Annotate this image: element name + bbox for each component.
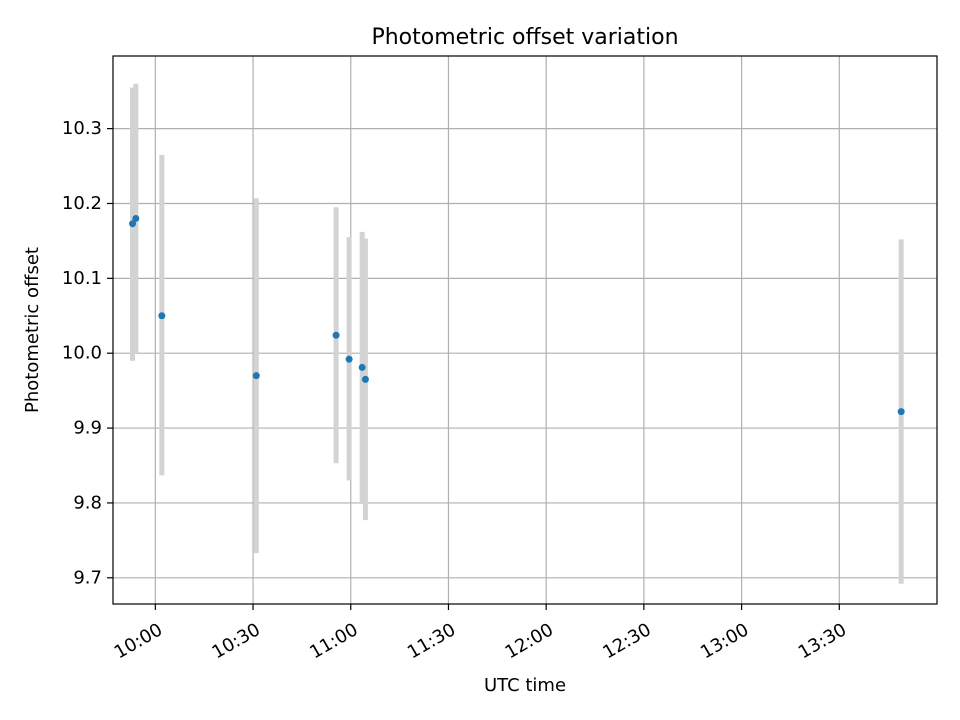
y-tick-label: 10.1 bbox=[62, 268, 102, 289]
data-point bbox=[129, 220, 137, 228]
data-point bbox=[332, 331, 340, 339]
x-axis-label: UTC time bbox=[484, 675, 566, 696]
plot-frame bbox=[112, 55, 938, 605]
data-point bbox=[361, 375, 369, 383]
data-point bbox=[345, 355, 353, 363]
data-point bbox=[252, 372, 260, 380]
grid-lines bbox=[113, 56, 937, 604]
chart-title: Photometric offset variation bbox=[371, 25, 678, 50]
data-point bbox=[897, 408, 905, 416]
y-axis-label: Photometric offset bbox=[22, 247, 43, 413]
data-point bbox=[358, 363, 366, 371]
y-tick-label: 10.0 bbox=[62, 343, 102, 364]
y-tick-label: 10.2 bbox=[62, 193, 102, 214]
y-tick-label: 9.9 bbox=[73, 418, 102, 439]
data-point bbox=[158, 312, 166, 320]
data-point bbox=[132, 214, 140, 222]
y-axis-ticks: 9.7 9.8 9.9 10.0 10.1 10.2 10.3 bbox=[62, 118, 113, 588]
y-tick-label: 10.3 bbox=[62, 118, 102, 139]
y-tick-label: 9.8 bbox=[73, 492, 102, 513]
y-tick-label: 9.7 bbox=[73, 567, 102, 588]
data-points bbox=[129, 214, 905, 416]
